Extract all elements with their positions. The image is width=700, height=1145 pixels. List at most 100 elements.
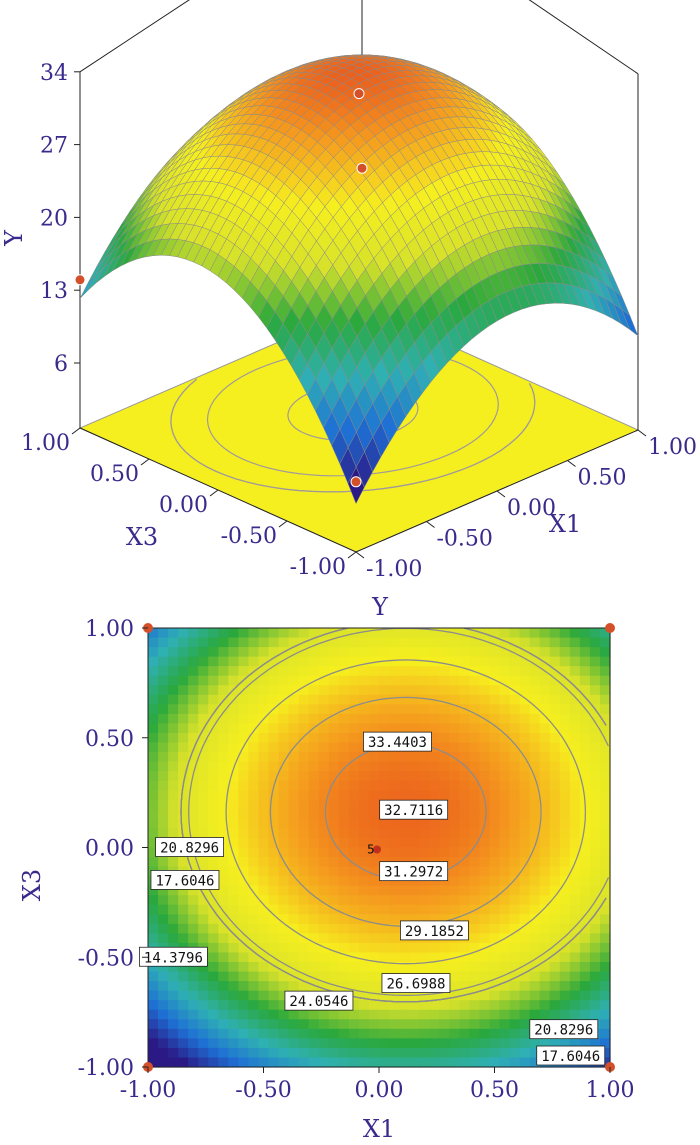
- heatmap-cell: [599, 704, 611, 715]
- heatmap-cell: [278, 828, 290, 839]
- heatmap-cell: [519, 923, 531, 934]
- heatmap-cell: [489, 637, 501, 648]
- heatmap-cell: [479, 952, 491, 963]
- x3-tick-mark: [140, 458, 150, 466]
- heatmap-cell: [469, 704, 481, 715]
- heatmap-cell: [358, 914, 370, 925]
- heatmap-cell: [449, 771, 460, 782]
- heatmap-cell: [158, 914, 169, 925]
- heatmap-cell: [559, 942, 571, 954]
- heatmap-cell: [308, 837, 320, 849]
- heatmap-cell: [238, 818, 250, 830]
- heatmap-cell: [318, 761, 330, 772]
- heatmap-cell: [509, 694, 521, 705]
- heatmap-cell: [238, 952, 250, 963]
- heatmap-cell: [449, 990, 460, 1001]
- heatmap-cell: [248, 1038, 260, 1049]
- heatmap-cell: [178, 809, 189, 820]
- heatmap-cell: [599, 942, 611, 954]
- heatmap-cell: [188, 1009, 199, 1020]
- heatmap-cell: [228, 866, 239, 877]
- heatmap-cell: [368, 628, 380, 639]
- heatmap-cell: [178, 675, 189, 686]
- heatmap-cell: [399, 818, 410, 830]
- heatmap-cell: [248, 818, 260, 830]
- heatmap-cell: [399, 962, 410, 973]
- heatmap-cell: [278, 923, 290, 934]
- heatmap-cell: [208, 857, 219, 868]
- heatmap-cell: [358, 990, 370, 1001]
- heatmap-cell: [238, 857, 250, 868]
- heatmap-cell: [389, 656, 400, 667]
- heatmap-cell: [499, 1028, 511, 1039]
- heatmap-cell: [318, 713, 330, 725]
- heatmap-cell: [318, 952, 330, 963]
- heatmap-cell: [549, 818, 561, 830]
- heatmap-cell: [328, 752, 340, 763]
- heatmap-cell: [529, 656, 541, 667]
- heatmap-cell: [479, 1057, 491, 1068]
- heatmap-cell: [479, 752, 491, 763]
- heatmap-cell: [509, 656, 521, 667]
- heatmap-cell: [549, 742, 561, 753]
- heatmap-cell: [569, 761, 581, 772]
- heatmap-cell: [549, 656, 561, 667]
- heatmap-cell: [238, 962, 250, 973]
- heatmap-cell: [318, 1038, 330, 1049]
- heatmap-cell: [419, 885, 430, 896]
- heatmap-cell: [579, 723, 591, 734]
- heatmap-cell: [589, 790, 601, 801]
- heatmap-cell: [579, 866, 591, 877]
- heatmap-cell: [449, 866, 460, 877]
- heatmap-cell: [539, 647, 551, 658]
- heatmap-cell: [358, 952, 370, 963]
- x3-tick-mark: [71, 427, 81, 435]
- heatmap-cell: [449, 914, 460, 925]
- heatmap-cell: [298, 866, 310, 877]
- heatmap-cell: [348, 1019, 360, 1030]
- heatmap-cell: [218, 771, 229, 782]
- heatmap-cell: [469, 962, 481, 973]
- heatmap-cell: [589, 837, 601, 849]
- heatmap-cell: [318, 647, 330, 658]
- heatmap-cell: [238, 790, 250, 801]
- heatmap-cell: [379, 666, 390, 677]
- heatmap-cell: [228, 1057, 239, 1068]
- heatmap-cell: [509, 1028, 521, 1039]
- heatmap-cell: [298, 923, 310, 934]
- heatmap-cell: [419, 771, 430, 782]
- heatmap-cell: [459, 971, 470, 982]
- heatmap-cell: [419, 666, 430, 677]
- heatmap-cell: [178, 1038, 189, 1049]
- heatmap-cell: [419, 990, 430, 1001]
- heatmap-cell: [489, 952, 501, 963]
- contour-label-text: 26.6988: [386, 977, 445, 993]
- heatmap-cell: [178, 761, 189, 772]
- heatmap-cell: [208, 1057, 219, 1068]
- heatmap-cell: [188, 895, 199, 906]
- heatmap-cell: [168, 637, 179, 648]
- heatmap-cell: [509, 666, 521, 677]
- heatmap-cell: [469, 656, 481, 667]
- heatmap-cell: [489, 942, 501, 954]
- heatmap-cell: [328, 923, 340, 934]
- heatmap-cell: [318, 742, 330, 753]
- heatmap-cell: [489, 837, 501, 849]
- heatmap-cell: [308, 981, 320, 992]
- heatmap-cell: [439, 818, 450, 830]
- heatmap-cell: [589, 799, 601, 810]
- heatmap-cell: [258, 790, 270, 801]
- heatmap-cell: [368, 981, 380, 992]
- heatmap-cell: [419, 942, 430, 954]
- heatmap-cell: [379, 637, 390, 648]
- heatmap-cell: [449, 818, 460, 830]
- heatmap-cell: [459, 952, 470, 963]
- heatmap-cell: [218, 637, 229, 648]
- heatmap-cell: [419, 656, 430, 667]
- heatmap-cell: [198, 1000, 209, 1011]
- heatmap-cell: [288, 656, 300, 667]
- heatmap-cell: [499, 809, 511, 820]
- heatmap-cell: [218, 895, 229, 906]
- heatmap-cell: [188, 1019, 199, 1030]
- heatmap-cell: [328, 761, 340, 772]
